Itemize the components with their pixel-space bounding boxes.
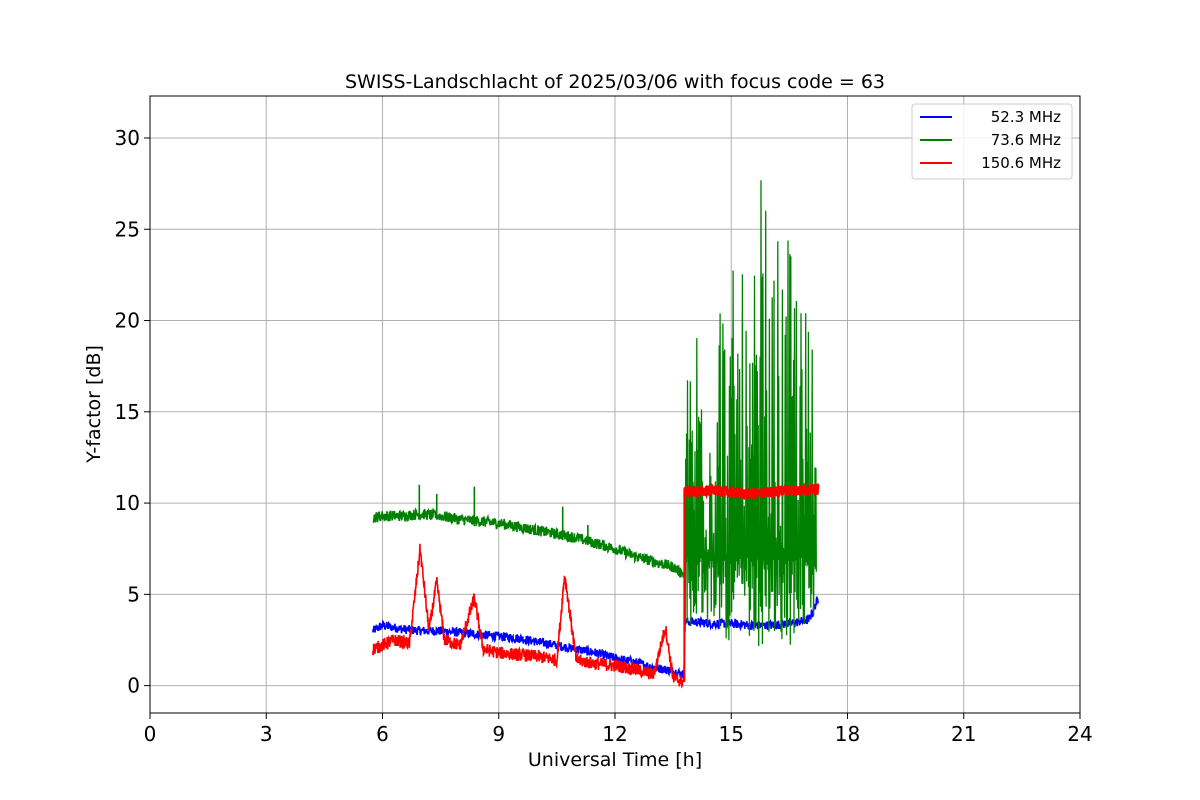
- x-tick-label: 3: [260, 722, 273, 746]
- y-tick-label: 15: [115, 400, 140, 424]
- legend: 52.3 MHz 73.6 MHz 150.6 MHz: [911, 103, 1073, 180]
- y-axis-label: Y-factor [dB]: [83, 345, 105, 464]
- x-tick-label: 15: [719, 722, 744, 746]
- series-layer: [372, 180, 820, 689]
- x-axis-label: Universal Time [h]: [528, 749, 702, 771]
- series-line-73-6-mhz: [372, 506, 685, 579]
- x-tick-label: 18: [835, 722, 860, 746]
- series-line-52-3-mhz: [372, 595, 820, 682]
- y-tick-label: 0: [127, 674, 140, 698]
- legend-label: 52.3 MHz: [991, 108, 1061, 126]
- series-band-150-6-mhz: [683, 482, 820, 501]
- y-tick-label: 30: [115, 126, 140, 150]
- y-tick-label: 10: [115, 491, 140, 515]
- series-line-150-6-mhz: [372, 543, 685, 689]
- x-tick-label: 24: [1067, 722, 1092, 746]
- y-tick-label: 20: [115, 309, 140, 333]
- legend-label: 73.6 MHz: [991, 131, 1061, 149]
- legend-box: [911, 103, 1073, 180]
- x-tick-label: 12: [602, 722, 627, 746]
- y-axis-ticks: 0 5 10 15 20 25 30: [115, 126, 150, 698]
- x-tick-label: 6: [376, 722, 389, 746]
- y-tick-label: 25: [115, 217, 140, 241]
- x-axis-ticks: 0 3 6 9 12 15 18 21 24: [144, 713, 1093, 746]
- x-tick-label: 0: [144, 722, 157, 746]
- series-noisy-73-6-mhz: [684, 180, 817, 647]
- y-tick-label: 5: [127, 582, 140, 606]
- legend-label: 150.6 MHz: [981, 154, 1061, 172]
- chart-title: SWISS-Landschlacht of 2025/03/06 with fo…: [345, 71, 885, 93]
- x-tick-label: 9: [492, 722, 505, 746]
- x-tick-label: 21: [951, 722, 976, 746]
